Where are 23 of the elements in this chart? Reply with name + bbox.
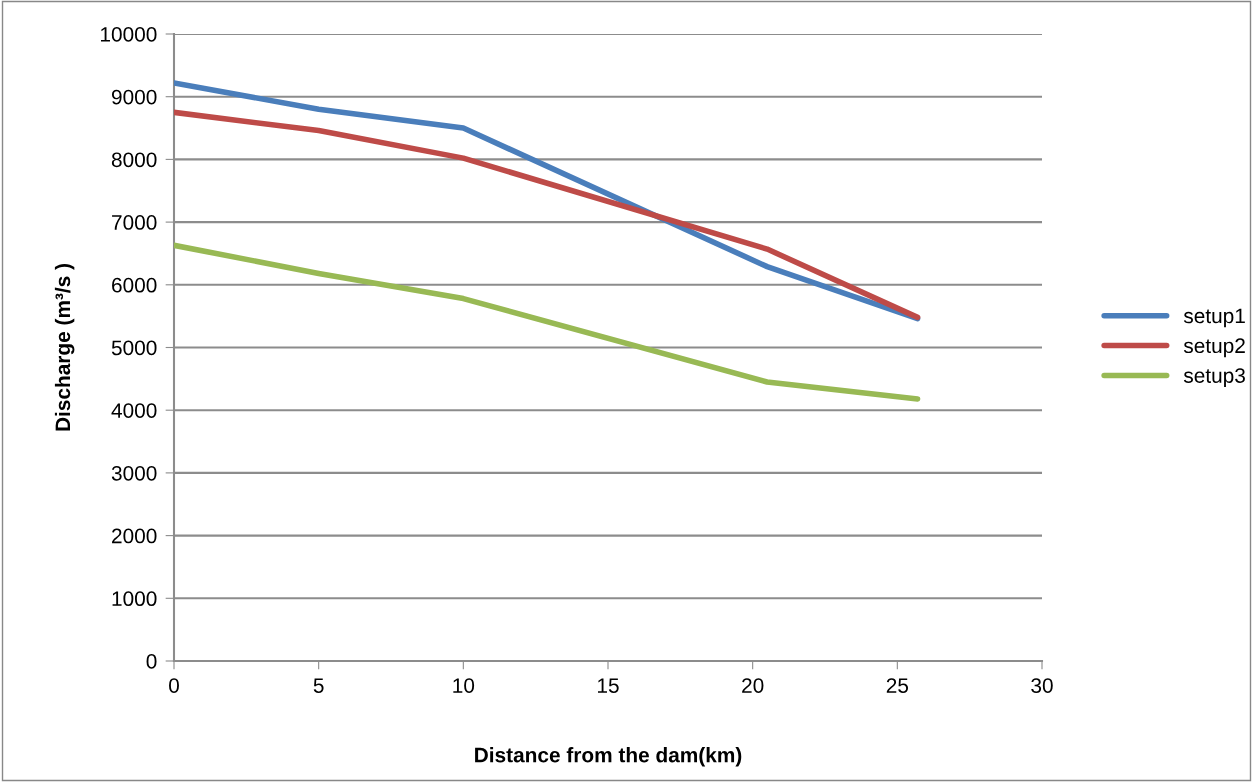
x-tick-label: 15 [598,678,619,693]
legend-label: setup1 [1183,308,1245,328]
x-axis-title: Distance from the dam(km) [475,747,742,767]
legend-label: setup2 [1183,338,1245,358]
y-tick-label: 6000 [112,277,157,293]
y-tick-label: 9000 [111,89,157,105]
x-tick-label: 30 [1031,678,1053,693]
x-tick-label: 20 [742,678,764,693]
legend-label: setup3 [1183,368,1245,388]
y-axis-title: Discharge (m³/s ) [54,264,75,431]
x-tick-label: 5 [313,678,324,693]
y-tick-label: 1000 [112,591,157,607]
x-tick-label: 10 [453,678,475,693]
y-tick-label: 2000 [112,528,157,544]
y-tick-label: 4000 [111,403,157,418]
y-tick-label: 7000 [112,215,157,230]
y-tick-label: 10000 [101,27,157,42]
y-tick-label: 0 [146,654,157,669]
x-tick-label: 25 [886,678,909,693]
x-tick-label: 0 [169,678,179,693]
y-tick-label: 5000 [111,340,157,356]
y-tick-label: 3000 [111,465,157,481]
y-tick-label: 8000 [111,152,157,168]
